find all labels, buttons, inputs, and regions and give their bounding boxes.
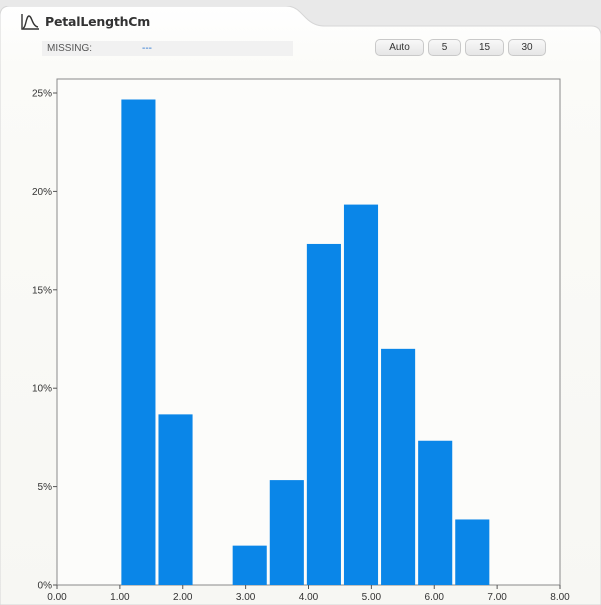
missing-label: MISSING: [47, 43, 93, 54]
histogram-bar-4[interactable] [306, 243, 341, 585]
histogram-bar-8[interactable] [455, 519, 490, 585]
x-axis: 0.00 1.00 2.00 3.00 4.00 5.00 6.00 7.00 8.00 [47, 585, 570, 603]
bins-auto-button[interactable]: Auto [375, 39, 424, 56]
bins-5-button[interactable]: 5 [428, 39, 461, 56]
x-tick-label: 0.00 [47, 592, 67, 603]
histogram-bar-5[interactable] [343, 204, 379, 585]
x-tick-label: 5.00 [362, 592, 382, 603]
y-tick-label: 5% [38, 482, 53, 493]
x-tick-label: 7.00 [487, 592, 507, 603]
bins-15-button[interactable]: 15 [465, 39, 504, 56]
y-tick-label: 25% [32, 89, 52, 100]
x-tick-label: 6.00 [425, 592, 445, 603]
y-tick-label: 15% [32, 285, 52, 296]
y-tick-label: 20% [32, 187, 52, 198]
x-tick-label: 2.00 [173, 592, 193, 603]
x-tick-label: 1.00 [110, 592, 130, 603]
y-tick-label: 10% [32, 384, 52, 395]
missing-value: --- [142, 43, 152, 54]
bins-30-button[interactable]: 30 [508, 39, 546, 56]
y-tick-label: 0% [38, 581, 53, 592]
panel-title: PetalLengthCm [45, 14, 151, 29]
y-axis: 0% 5% 10% 15% 20% 25% [32, 89, 57, 592]
bars-group [121, 99, 490, 586]
missing-bar: MISSING: --- [42, 41, 293, 56]
histogram-bar-2[interactable] [232, 545, 267, 585]
x-tick-label: 4.00 [299, 592, 319, 603]
histogram-bar-7[interactable] [418, 440, 453, 585]
histogram-bar-0[interactable] [121, 99, 156, 586]
distribution-curve-icon [21, 14, 39, 30]
x-tick-label: 3.00 [236, 592, 256, 603]
x-tick-label: 8.00 [550, 592, 570, 603]
histogram-bar-1[interactable] [158, 414, 193, 585]
histogram-bar-3[interactable] [269, 480, 304, 585]
histogram-bar-6[interactable] [381, 348, 416, 585]
